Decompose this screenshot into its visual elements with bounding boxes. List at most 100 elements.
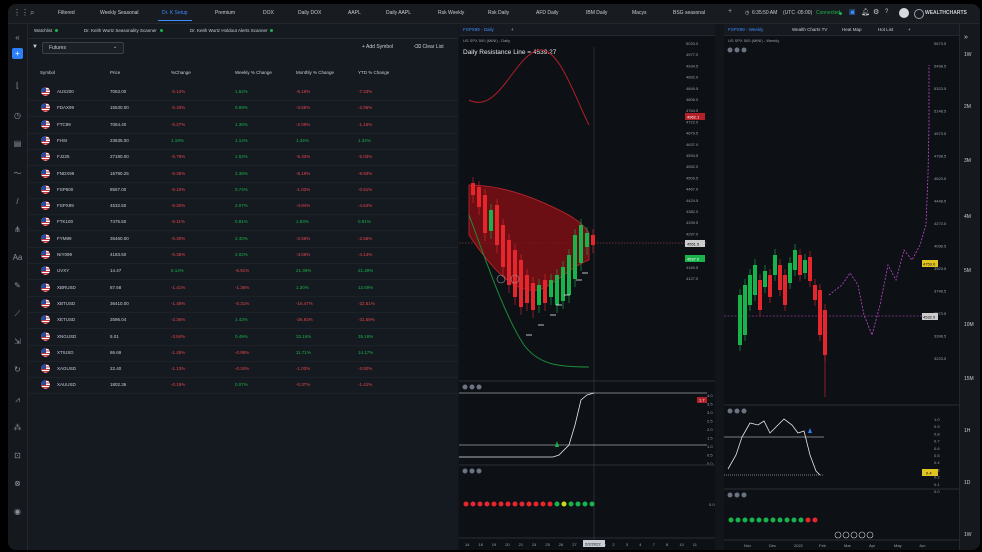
fork-tool-icon[interactable]: ⋔	[14, 225, 21, 234]
timeframe-15m[interactable]: 15M	[964, 376, 974, 382]
tab-bsg-seasonal[interactable]: BSG seasonal	[673, 10, 705, 16]
list-selector[interactable]: Futures ⌄	[42, 42, 124, 54]
signal-dot	[589, 501, 595, 507]
avatar[interactable]	[899, 8, 909, 18]
tab-macys[interactable]: Macys	[632, 10, 647, 16]
grid-menu-icon[interactable]: ⋮⋮	[13, 8, 29, 17]
table-row[interactable]: FTC99 7064.40 -0.27% 1.36% -2.09% -1.16%	[28, 117, 458, 134]
tab-afd-daily[interactable]: AFD Daily	[536, 10, 559, 16]
tab-filtered[interactable]: Filtered	[58, 10, 75, 16]
pattern-icon[interactable]: ⩘	[15, 395, 20, 404]
table-row[interactable]: FDAX99 15530.00 -0.33% 0.99% -3.55% -2.05%	[28, 100, 458, 118]
lock-icon[interactable]: ⊡	[14, 451, 21, 460]
tab-hot-list[interactable]: Hot List	[878, 27, 894, 32]
timeframe-1w[interactable]: 1W	[964, 52, 972, 58]
clear-list-button[interactable]: ⌫ Clear List	[414, 44, 444, 50]
tab-daily-aapl[interactable]: Daily AAPL	[386, 10, 412, 16]
timeframe-1d[interactable]: 1D	[964, 480, 971, 486]
table-row[interactable]: FTK100 7475.50 -0.11% 0.81% 1.83% 0.91%	[28, 214, 458, 232]
table-row[interactable]: FJ225 27190.00 -0.79% 1.52% -5.33% -5.03%	[28, 149, 458, 167]
bell-icon[interactable]: 🔔︎	[861, 9, 870, 16]
tab-watchlist[interactable]: Watchlist	[34, 28, 59, 33]
tab-rsk-daily[interactable]: Rsk Daily	[488, 10, 510, 16]
timeframe-2m[interactable]: 2M	[964, 104, 971, 110]
table-row[interactable]: FHSI 23635.00 1.19% 1.14% 1.34% 1.34%	[28, 133, 458, 150]
save-icon[interactable]: ▣	[849, 9, 856, 16]
tab-aapl[interactable]: AAPL	[348, 10, 361, 16]
timezone-display[interactable]: (UTC -05:00)	[783, 10, 813, 16]
filter-icon[interactable]: ▼	[32, 44, 38, 50]
timeframe-5m[interactable]: 5M	[964, 268, 971, 274]
indicator-axis-label: 2.0	[707, 427, 713, 432]
tab-chart-weekly[interactable]: FSPX99 - Weekly	[728, 27, 764, 32]
weekly-chart-canvas[interactable]: US SPX 500 (MINI) - Weekly 5673.5 5498.5 53…	[724, 35, 960, 550]
timeframe-10m[interactable]: 10M	[964, 322, 974, 328]
chart-type-icon[interactable]: ⌊	[15, 81, 20, 90]
measure-icon[interactable]: ⇲	[14, 337, 21, 346]
table-row[interactable]: FNDX99 16790.25 -0.36% 2.39% -6.19% -9.93%	[28, 166, 458, 183]
table-row[interactable]: FSPX99 4532.50 -0.32% 2.07% -4.84% -4.64%	[28, 198, 458, 216]
col-change[interactable]: %Change	[171, 70, 191, 75]
table-row[interactable]: XTIUSD 86.69 -1.45% -0.95% 11.71% 14.17%	[28, 345, 458, 362]
col-symbol[interactable]: Symbol	[40, 70, 56, 75]
symbol-cell: XNGUSD	[57, 333, 77, 339]
crosshair-icon[interactable]: +	[12, 48, 23, 59]
add-tab-icon[interactable]: +	[728, 8, 733, 15]
price-axis-label: 4973.5	[934, 131, 947, 136]
table-row[interactable]: UVXY 14.47 6.14% -6.91% 21.39% 21.39%	[28, 263, 458, 281]
tab-premium[interactable]: Premium	[215, 10, 236, 16]
tab-holdout-scanner[interactable]: Dr. Keith Wurtz Holdout Alerts Scanner	[190, 28, 274, 33]
table-row[interactable]: XBRUSD 87.68 -1.41% -1.36% 1.30% 13.69%	[28, 280, 458, 297]
table-row[interactable]: XNGUSD 5.01 -3.84% 0.49% 33.16% 35.18%	[28, 329, 458, 346]
tab-wealth-charts-tv[interactable]: Wealth Charts TV	[792, 27, 828, 32]
clock-tool-icon[interactable]: ◷	[14, 111, 21, 120]
col-weekly-change[interactable]: Weekly % Change	[235, 70, 272, 75]
tab-dox[interactable]: DOX	[263, 10, 274, 16]
daily-chart-canvas[interactable]: US SPX 500 (MINI) - Daily Daily Resistanc…	[459, 35, 715, 550]
col-ytd-change[interactable]: YTD % Change	[358, 70, 390, 75]
tab-daily-dox[interactable]: Daily DOX	[298, 10, 322, 16]
table-row[interactable]: XAUUSD 1802.36 -0.19% 0.07% -0.37% -1.41%	[28, 377, 458, 395]
calendar-icon[interactable]: ▤	[13, 139, 22, 148]
tab-heat-map[interactable]: Heat Map	[842, 27, 862, 32]
change-cell: -0.30%	[171, 235, 186, 241]
trend-icon[interactable]: 〜	[13, 169, 22, 178]
timeframe-1w[interactable]: 1W	[964, 532, 972, 538]
timeframe-4m[interactable]: 4M	[964, 214, 971, 220]
tab-chart-daily[interactable]: FSPX99 - Daily	[463, 27, 494, 32]
table-row[interactable]: XAGUSD 22.40 -1.13% -0.34% -1.03% -3.92%	[28, 361, 458, 379]
expand-icon[interactable]: »	[964, 34, 968, 41]
table-row[interactable]: AUS200 7063.00 -0.12% 1.52% -6.16% -7.23%	[28, 84, 458, 101]
table-row[interactable]: FYM99 35460.00 -0.30% 2.40% -2.56% -2.56%	[28, 231, 458, 248]
add-symbol-button[interactable]: + Add Symbol	[362, 44, 394, 50]
col-price[interactable]: Price	[110, 70, 121, 75]
table-row[interactable]: NIY099 4183.50 -0.35% 2.02% -3.06% -4.14%	[28, 247, 458, 264]
node-icon[interactable]: ⁂	[13, 423, 22, 432]
tab-weekly-seasonal[interactable]: Weekly Seasonal	[100, 10, 139, 16]
weekly-change-cell: -1.36%	[235, 284, 250, 290]
tab-rsk-weekly[interactable]: Rsk Weekly	[438, 10, 465, 16]
gear-icon[interactable]: ⚙	[873, 9, 880, 16]
tab-seasonality-scanner[interactable]: Dr. Keith Wurtz Seasonality Scanner	[84, 28, 163, 33]
eye-icon[interactable]: ◉	[14, 507, 21, 516]
line-tool-icon[interactable]: /	[16, 197, 19, 206]
collapse-icon[interactable]: «	[15, 33, 20, 42]
search-icon[interactable]: ⌕	[30, 8, 35, 17]
brush-icon[interactable]: ✎	[14, 281, 21, 290]
table-row[interactable]: XETUSD 2596.04 -2.36% 1.43% -26.93% -31.59%	[28, 312, 458, 330]
table-row[interactable]: XBTUSD 36410.00 -1.48% -0.31% -16.47% -22.51%	[28, 296, 458, 313]
add-chart-icon[interactable]: +	[908, 27, 911, 32]
tab-ibm-daily[interactable]: IBM Daily	[586, 10, 608, 16]
timeframe-3m[interactable]: 3M	[964, 158, 971, 164]
table-row[interactable]: FSP500 8567.00 -0.10% 0.74% -1.03% -0.51%	[28, 182, 458, 199]
col-monthly-change[interactable]: Monthly % Change	[296, 70, 335, 75]
text-tool-icon[interactable]: Aa	[12, 253, 23, 262]
delete-icon[interactable]: ⊗	[14, 479, 21, 488]
timeframe-1h[interactable]: 1H	[964, 428, 971, 434]
help-icon[interactable]: ?	[885, 9, 889, 15]
signal-dot	[519, 501, 525, 507]
tab-dr-k-setup[interactable]: Dr. K Setup	[158, 10, 192, 21]
add-chart-icon[interactable]: +	[511, 27, 514, 32]
cycle-icon[interactable]: ↻	[14, 365, 21, 374]
ruler-icon[interactable]: ⟋	[14, 309, 21, 318]
